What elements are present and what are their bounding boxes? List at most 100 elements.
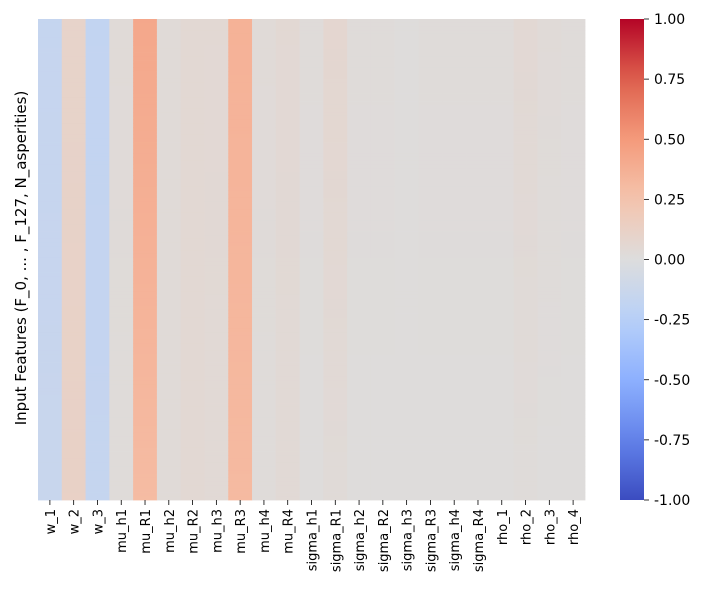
heatmap-cell — [156, 306, 182, 311]
heatmap-cell — [489, 48, 515, 53]
heatmap-cell — [513, 104, 538, 109]
heatmap-cell — [180, 56, 205, 61]
heatmap-cell — [252, 291, 277, 296]
heatmap-cell — [156, 470, 182, 475]
heatmap-cell — [489, 473, 515, 479]
heatmap-cell — [323, 306, 348, 311]
heatmap-cell — [394, 138, 419, 143]
heatmap-cell — [561, 403, 586, 408]
heatmap-cell — [156, 89, 182, 94]
heatmap-cell — [204, 380, 229, 385]
heatmap-cell — [133, 108, 158, 113]
heatmap-cell — [370, 332, 396, 337]
heatmap-cell — [323, 164, 348, 169]
heatmap-cell — [347, 52, 372, 57]
heatmap-cell — [299, 276, 324, 281]
colorbar-tick-label: 0.00 — [654, 253, 685, 269]
heatmap-cell — [275, 324, 301, 329]
heatmap-cell — [109, 421, 134, 426]
heatmap-cell — [38, 183, 63, 188]
heatmap-cell — [299, 212, 324, 218]
heatmap-cell — [466, 97, 491, 102]
heatmap-cell — [252, 235, 277, 240]
x-tick-label: mu_h3 — [210, 509, 225, 553]
heatmap-cell — [513, 309, 538, 314]
heatmap-cell — [299, 104, 324, 109]
heatmap-cell — [489, 160, 515, 165]
heatmap-cell — [109, 261, 134, 266]
heatmap-cell — [275, 276, 301, 281]
heatmap-cell — [537, 347, 562, 352]
heatmap-cell — [347, 164, 372, 169]
heatmap-cell — [299, 410, 324, 415]
heatmap-cell — [347, 201, 372, 206]
heatmap-cell — [38, 209, 63, 214]
heatmap-cell — [299, 481, 324, 486]
heatmap-cell — [489, 485, 515, 490]
heatmap-cell — [156, 485, 182, 490]
heatmap-cell — [466, 112, 491, 117]
heatmap-cell — [418, 212, 443, 218]
heatmap-cell — [537, 306, 562, 311]
heatmap-cell — [513, 242, 538, 247]
heatmap-cell — [180, 298, 205, 303]
heatmap-cell — [61, 216, 86, 221]
heatmap-cell — [85, 417, 110, 423]
heatmap-cell — [109, 347, 134, 352]
heatmap-cell — [394, 492, 419, 497]
heatmap-cell — [489, 30, 515, 35]
heatmap-cell — [252, 477, 277, 482]
heatmap-cell — [85, 302, 110, 307]
heatmap-cell — [394, 473, 419, 479]
heatmap-cell — [85, 78, 110, 83]
heatmap-cell — [394, 399, 419, 404]
heatmap-cell — [561, 324, 586, 329]
heatmap-cell — [466, 261, 491, 266]
heatmap-cell — [347, 481, 372, 486]
heatmap-cell — [109, 119, 134, 124]
heatmap-cell — [394, 477, 419, 482]
heatmap-cell — [347, 78, 372, 83]
heatmap-cell — [513, 373, 538, 378]
heatmap-cell — [38, 399, 63, 404]
heatmap-cell — [252, 455, 277, 460]
heatmap-cell — [561, 447, 586, 452]
heatmap-cell — [323, 395, 348, 400]
heatmap-cell — [323, 291, 348, 296]
heatmap-cell — [85, 201, 110, 206]
heatmap-cell — [275, 417, 301, 423]
heatmap-cell — [275, 104, 301, 109]
heatmap-cell — [466, 440, 491, 445]
heatmap-cell — [204, 250, 229, 255]
heatmap-cell — [513, 183, 538, 188]
heatmap-cell — [466, 306, 491, 311]
heatmap-cell — [442, 71, 467, 76]
heatmap-cell — [204, 317, 229, 322]
heatmap-cell — [489, 130, 515, 135]
heatmap-cell — [180, 272, 205, 277]
heatmap-cell — [133, 37, 158, 42]
heatmap-cell — [299, 160, 324, 165]
heatmap-cell — [370, 156, 396, 162]
heatmap-cell — [133, 235, 158, 240]
heatmap-cell — [38, 455, 63, 460]
heatmap-cell — [228, 466, 253, 471]
heatmap-cell — [561, 261, 586, 266]
heatmap-cell — [466, 477, 491, 482]
heatmap-cell — [180, 291, 205, 296]
heatmap-cell — [252, 324, 277, 329]
heatmap-cell — [252, 410, 277, 415]
heatmap-cell — [418, 403, 443, 408]
heatmap-cell — [85, 227, 110, 232]
heatmap-cell — [561, 414, 586, 419]
heatmap-cell — [561, 391, 586, 396]
heatmap-cell — [418, 37, 443, 42]
heatmap-cell — [109, 197, 134, 203]
heatmap-cell — [418, 466, 443, 471]
heatmap-cell — [489, 436, 515, 441]
heatmap-cell — [299, 362, 324, 367]
heatmap-cell — [489, 362, 515, 367]
heatmap-cell — [228, 209, 253, 214]
heatmap-cell — [228, 19, 253, 24]
heatmap-cell — [109, 354, 134, 359]
